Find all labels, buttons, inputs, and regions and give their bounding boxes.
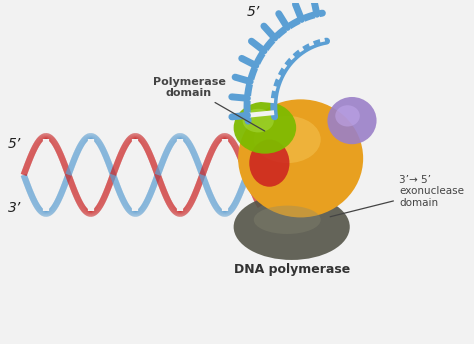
Text: Polymerase
domain: Polymerase domain <box>153 77 264 131</box>
Ellipse shape <box>238 99 363 217</box>
Ellipse shape <box>243 109 274 132</box>
Ellipse shape <box>328 97 376 144</box>
Text: 3’: 3’ <box>8 201 21 215</box>
Ellipse shape <box>254 206 321 234</box>
Ellipse shape <box>254 116 321 163</box>
Ellipse shape <box>249 140 290 187</box>
Text: 5’: 5’ <box>8 137 21 151</box>
Text: 3’→ 5’
exonuclease
domain: 3’→ 5’ exonuclease domain <box>330 175 464 217</box>
Text: 5’: 5’ <box>247 5 260 19</box>
Text: DNA polymerase: DNA polymerase <box>234 263 350 276</box>
Ellipse shape <box>234 102 296 154</box>
Ellipse shape <box>335 105 360 127</box>
Ellipse shape <box>234 194 350 260</box>
